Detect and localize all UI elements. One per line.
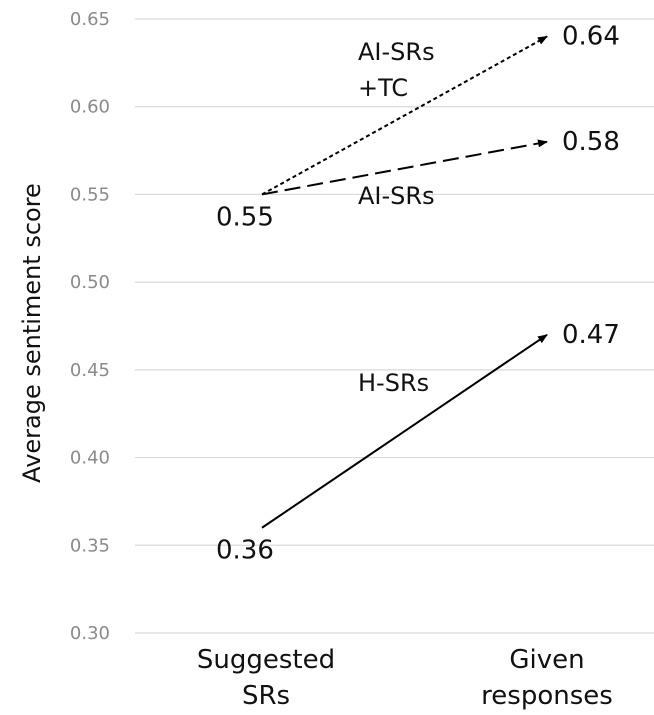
data-label: 0.47 — [562, 320, 620, 350]
x-category-label: Given — [509, 645, 584, 675]
y-axis-title: Average sentiment score — [18, 183, 46, 483]
x-category-label: Suggested — [197, 645, 335, 675]
y-tick-label: 0.30 — [70, 623, 110, 644]
series-arrow-ai-srs — [261, 139, 548, 196]
y-tick-label: 0.60 — [70, 97, 110, 118]
data-label: 0.64 — [562, 22, 620, 52]
series-arrow-h-srs — [261, 333, 548, 529]
x-category-label: responses — [481, 681, 613, 711]
y-tick-label: 0.55 — [70, 184, 110, 205]
series-arrow-ai-srs-tc — [261, 35, 548, 196]
series-name-label: AI-SRs — [358, 182, 435, 210]
y-tick-label: 0.45 — [70, 360, 110, 381]
y-tick-label: 0.35 — [70, 535, 110, 556]
y-tick-label: 0.40 — [70, 448, 110, 469]
data-label: 0.58 — [562, 127, 620, 157]
y-tick-label: 0.50 — [70, 272, 110, 293]
y-tick-label: 0.65 — [70, 9, 110, 30]
series-name-label: +TC — [358, 74, 408, 102]
series-name-label: AI-SRs — [358, 38, 435, 66]
x-category-label: SRs — [242, 681, 290, 711]
data-label: 0.36 — [216, 536, 274, 566]
data-label: 0.55 — [216, 202, 274, 232]
series-name-label: H-SRs — [358, 369, 429, 397]
